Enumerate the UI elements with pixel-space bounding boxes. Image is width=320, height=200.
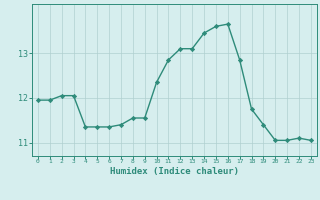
X-axis label: Humidex (Indice chaleur): Humidex (Indice chaleur) bbox=[110, 167, 239, 176]
